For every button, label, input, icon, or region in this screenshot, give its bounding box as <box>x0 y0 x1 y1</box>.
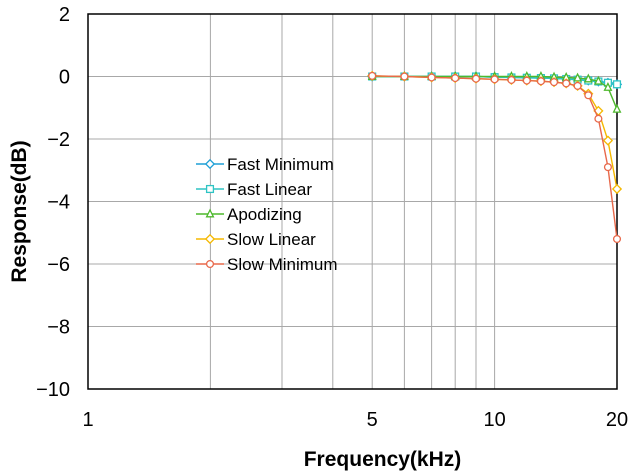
x-tick-label: 10 <box>483 409 505 431</box>
y-tick-label: −6 <box>47 254 70 276</box>
data-point-slow-minimum <box>536 77 545 86</box>
legend-label-fast-linear: Fast Linear <box>227 180 312 199</box>
data-point-slow-minimum <box>603 163 612 172</box>
data-point-slow-minimum <box>562 79 571 88</box>
y-tick-label: 0 <box>59 67 70 89</box>
data-point-slow-linear <box>611 183 623 195</box>
series-slow-minimum <box>368 71 622 244</box>
tick-labels: 20−2−4−6−8−101 5 10 20 <box>36 4 628 431</box>
data-point-slow-minimum <box>549 78 559 87</box>
x-tick-label: 1 <box>82 409 93 431</box>
data-point-slow-minimum <box>573 81 582 90</box>
legend-label-slow-minimum: Slow Minimum <box>227 255 338 274</box>
series-layer <box>367 70 623 244</box>
y-tick-label: 2 <box>59 4 70 26</box>
legend-label-fast-minimum: Fast Minimum <box>227 155 334 174</box>
y-axis-title: Response(dB) <box>8 140 31 282</box>
x-tick-label: 5 <box>367 409 378 431</box>
legend-marker-slow-linear <box>204 233 216 245</box>
y-tick-label: −8 <box>47 317 70 339</box>
legend-item-slow-linear: Slow Linear <box>196 230 316 249</box>
legend-label-apodizing: Apodizing <box>227 205 302 224</box>
data-point-slow-minimum <box>584 91 593 100</box>
data-point-slow-minimum <box>451 74 460 83</box>
data-point-slow-minimum <box>507 75 516 84</box>
x-axis-title: Frequency(kHz) <box>304 448 462 471</box>
legend-item-apodizing: Apodizing <box>196 205 302 224</box>
data-point-fast-linear <box>612 80 622 89</box>
legend-marker-fast-linear <box>205 184 215 194</box>
data-point-apodizing <box>583 73 593 83</box>
y-tick-label: −4 <box>47 192 70 214</box>
data-point-slow-linear <box>602 135 614 146</box>
legend-item-fast-minimum: Fast Minimum <box>196 155 334 174</box>
data-point-apodizing <box>603 81 613 91</box>
data-point-slow-minimum <box>522 76 531 85</box>
data-point-slow-minimum <box>612 234 622 244</box>
data-point-slow-minimum <box>427 73 436 82</box>
legend-marker-fast-minimum <box>204 158 216 170</box>
legend-item-fast-linear: Fast Linear <box>196 180 312 199</box>
y-tick-label: −2 <box>47 129 70 151</box>
y-tick-label: −10 <box>36 379 70 401</box>
data-point-slow-minimum <box>368 71 377 80</box>
data-point-apodizing <box>612 103 622 113</box>
data-point-slow-minimum <box>400 72 409 81</box>
data-point-slow-minimum <box>490 75 499 84</box>
legend-marker-slow-minimum <box>205 259 215 269</box>
legend-label-slow-linear: Slow Linear <box>227 230 316 249</box>
series-line-apodizing <box>372 75 618 110</box>
plot-frame <box>87 13 618 390</box>
data-point-apodizing <box>593 75 603 85</box>
legend: Fast Minimum Fast Linear Apodizing Slow Lin… <box>196 155 338 274</box>
legend-marker-apodizing <box>205 208 215 218</box>
series-line-slow-minimum <box>372 75 618 240</box>
data-point-slow-minimum <box>594 114 603 123</box>
data-point-slow-minimum <box>471 74 481 83</box>
legend-item-slow-minimum: Slow Minimum <box>196 255 338 274</box>
x-tick-label: 20 <box>606 409 628 431</box>
